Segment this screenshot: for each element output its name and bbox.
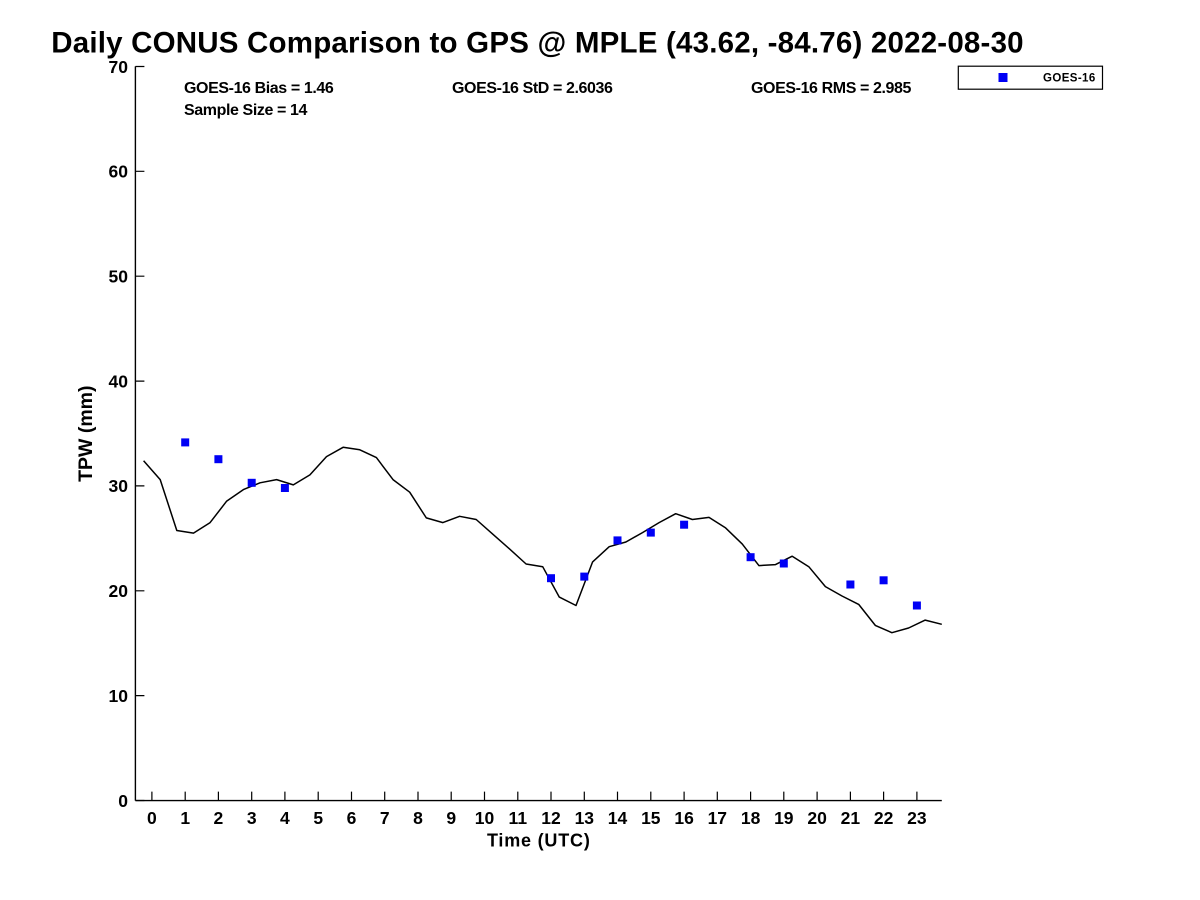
svg-text:15: 15: [641, 808, 661, 828]
svg-text:60: 60: [109, 162, 129, 182]
svg-text:11: 11: [509, 808, 528, 828]
svg-text:23: 23: [907, 808, 927, 828]
svg-text:0: 0: [118, 791, 128, 811]
svg-text:Sample Size = 14: Sample Size = 14: [184, 102, 308, 119]
svg-text:0: 0: [147, 808, 157, 828]
svg-text:21: 21: [841, 808, 861, 828]
svg-text:5: 5: [313, 808, 323, 828]
svg-text:30: 30: [109, 476, 129, 496]
svg-text:12: 12: [541, 808, 561, 828]
svg-text:8: 8: [413, 808, 423, 828]
svg-text:18: 18: [741, 808, 761, 828]
svg-text:13: 13: [575, 808, 595, 828]
svg-text:GOES-16 Bias = 1.46: GOES-16 Bias = 1.46: [184, 80, 334, 97]
svg-text:40: 40: [109, 371, 129, 391]
svg-text:22: 22: [874, 808, 894, 828]
svg-text:TPW (mm): TPW (mm): [75, 385, 97, 481]
svg-text:9: 9: [446, 808, 456, 828]
svg-text:Time (UTC): Time (UTC): [487, 831, 591, 851]
svg-text:1: 1: [180, 808, 190, 828]
svg-text:20: 20: [807, 808, 827, 828]
svg-text:3: 3: [247, 808, 257, 828]
svg-text:10: 10: [475, 808, 495, 828]
svg-text:10: 10: [109, 686, 129, 706]
svg-text:7: 7: [380, 808, 390, 828]
svg-text:17: 17: [708, 808, 727, 828]
svg-text:6: 6: [347, 808, 357, 828]
svg-text:16: 16: [674, 808, 694, 828]
svg-text:2: 2: [214, 808, 224, 828]
svg-text:GOES-16 StD = 2.6036: GOES-16 StD = 2.6036: [452, 80, 613, 97]
svg-text:14: 14: [608, 808, 628, 828]
svg-text:GOES-16 RMS = 2.985: GOES-16 RMS = 2.985: [751, 80, 912, 97]
svg-text:70: 70: [109, 57, 129, 77]
svg-text:4: 4: [280, 808, 290, 828]
svg-text:Daily CONUS Comparison to GPS: Daily CONUS Comparison to GPS @ MPLE (43…: [51, 27, 1024, 60]
svg-text:50: 50: [109, 267, 129, 287]
svg-text:19: 19: [774, 808, 794, 828]
svg-text:20: 20: [109, 581, 129, 601]
svg-text:GOES-16: GOES-16: [1043, 73, 1096, 85]
